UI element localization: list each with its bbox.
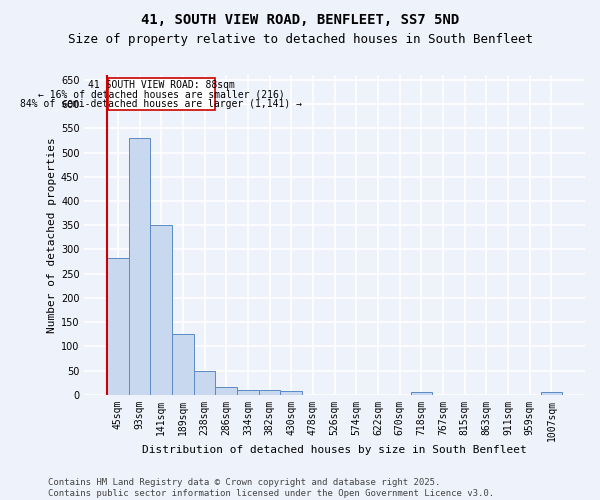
Text: ← 16% of detached houses are smaller (216): ← 16% of detached houses are smaller (21…	[38, 90, 285, 100]
Bar	[280, 392, 302, 395]
Bar	[215, 386, 237, 395]
Bar	[194, 370, 215, 395]
FancyBboxPatch shape	[107, 78, 215, 110]
Bar	[172, 334, 194, 395]
Text: Size of property relative to detached houses in South Benfleet: Size of property relative to detached ho…	[67, 32, 533, 46]
Text: 41, SOUTH VIEW ROAD, BENFLEET, SS7 5ND: 41, SOUTH VIEW ROAD, BENFLEET, SS7 5ND	[141, 12, 459, 26]
Bar	[541, 392, 562, 395]
Bar	[410, 392, 432, 395]
Text: Contains HM Land Registry data © Crown copyright and database right 2025.
Contai: Contains HM Land Registry data © Crown c…	[48, 478, 494, 498]
Bar	[129, 138, 151, 395]
Text: 84% of semi-detached houses are larger (1,141) →: 84% of semi-detached houses are larger (…	[20, 99, 302, 109]
Bar	[107, 258, 129, 395]
Bar	[259, 390, 280, 395]
Y-axis label: Number of detached properties: Number of detached properties	[47, 137, 56, 333]
Bar	[237, 390, 259, 395]
Text: 41 SOUTH VIEW ROAD: 88sqm: 41 SOUTH VIEW ROAD: 88sqm	[88, 80, 235, 90]
X-axis label: Distribution of detached houses by size in South Benfleet: Distribution of detached houses by size …	[142, 445, 527, 455]
Bar	[151, 225, 172, 395]
